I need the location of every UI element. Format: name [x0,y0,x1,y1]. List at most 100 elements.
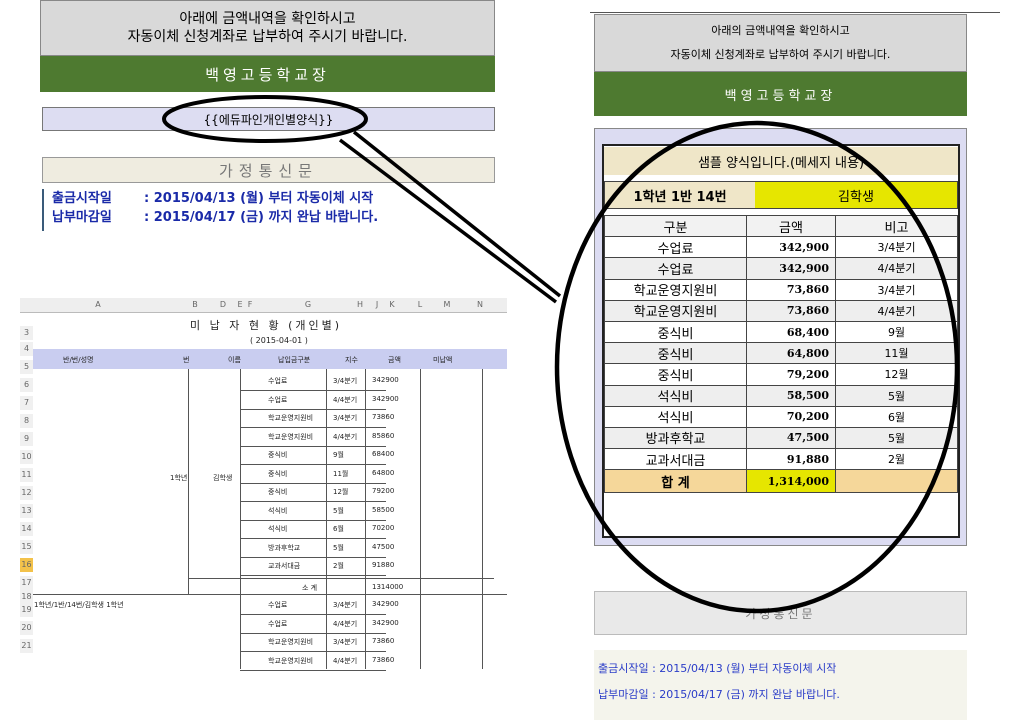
sheet-amount-cell[interactable]: 64800 [372,468,395,477]
form-tag-cell[interactable]: {{에듀파인개인별양식}} [42,107,495,131]
row-number[interactable]: 15 [20,540,33,554]
sample-title: 샘플 양식입니다.(메세지 내용) [604,147,958,175]
column-letter[interactable]: F [247,300,253,309]
sheet-period-cell[interactable]: 2월 [333,562,344,570]
fee-amount: 91,880 [746,448,836,471]
row-number[interactable]: 17 [20,576,33,590]
column-letter[interactable]: D [219,300,227,309]
row-number[interactable]: 16 [20,558,33,572]
row-number[interactable]: 6 [20,378,33,392]
row-number[interactable]: 20 [20,621,33,635]
sheet-item-cell[interactable]: 방과후학교 [268,543,301,552]
row-number[interactable]: 7 [20,396,33,410]
sheet-period-cell[interactable]: 12월 [333,488,349,496]
sheet-item-cell[interactable]: 학교운영지원비 [268,432,314,441]
sheet-amount-cell[interactable]: 70200 [372,524,395,532]
sheet-item-cell[interactable]: 수업료 [268,377,288,385]
sheet-amount-cell[interactable]: 47500 [372,542,395,551]
row-number[interactable]: 8 [20,414,33,428]
sheet-item-cell[interactable]: 수업료 [268,395,288,404]
sheet-period-cell[interactable]: 3/4분기 [333,414,358,422]
sheet-item-cell[interactable]: 학교운영지원비 [268,656,314,665]
sheet-item-cell[interactable]: 중식비 [268,488,288,496]
end-label: 납부마감일 [52,210,112,225]
sheet-next-class-cell[interactable]: 1학년/1반/14번/김학생 1학년 [34,601,124,609]
sheet-item-cell[interactable]: 수업료 [268,601,288,609]
sheet-period-cell[interactable]: 9월 [333,451,344,459]
sheet-subtotal-label[interactable]: 소 계 [302,584,318,592]
sheet-amount-cell[interactable]: 342900 [372,394,399,403]
fee-amount: 70,200 [746,405,836,428]
column-letter[interactable]: N [477,300,483,309]
sheet-amount-cell[interactable]: 342900 [372,600,399,608]
column-letter[interactable]: H [356,300,363,309]
sheet-period-cell[interactable]: 6월 [333,525,344,533]
sheet-amount-cell[interactable]: 91880 [372,561,395,569]
sheet-period-cell[interactable]: 5월 [333,543,344,552]
grid-line [240,538,386,539]
column-letter[interactable]: L [417,300,423,309]
sheet-period-cell[interactable]: 4/4분기 [333,656,358,665]
column-letter[interactable]: E [237,300,243,309]
sheet-period-cell[interactable]: 4/4분기 [333,619,358,628]
row-number[interactable]: 19 [20,603,33,617]
row-number[interactable]: 10 [20,450,33,464]
grid-line [240,519,386,521]
row-number[interactable]: 3 [20,326,33,340]
row-number[interactable]: 4 [20,342,33,356]
sheet-item-cell[interactable]: 수업료 [268,619,288,628]
sheet-period-cell[interactable]: 3/4분기 [333,638,358,646]
sheet-amount-cell[interactable]: 85860 [372,431,395,440]
column-letter[interactable]: J [375,300,379,309]
divider [590,12,1000,13]
sheet-name-cell[interactable]: 김학생 [213,474,233,482]
sheet-amount-cell[interactable]: 58500 [372,505,395,514]
sheet-amount-cell[interactable]: 73860 [372,413,395,421]
row-number[interactable]: 9 [20,432,33,446]
sheet-amount-cell[interactable]: 73860 [372,655,395,664]
sheet-item-cell[interactable]: 교과서대금 [268,562,301,570]
column-letter[interactable]: A [95,300,101,309]
column-letter[interactable]: K [389,300,395,309]
sheet-item-cell[interactable]: 중식비 [268,451,288,459]
sheet-item-cell[interactable]: 학교운영지원비 [268,638,314,646]
connector-line-lower [338,138,558,304]
sheet-amount-cell[interactable]: 73860 [372,637,395,645]
sheet-subtotal-value[interactable]: 1314000 [372,583,404,591]
right-end-line: 납부마감일 : 2015/04/17 (금) 까지 완납 바랍니다. [598,688,840,701]
row-number[interactable]: 13 [20,504,33,518]
sheet-period-cell[interactable]: 11월 [333,469,349,478]
grid-line [240,632,386,634]
sheet-item-cell[interactable]: 중식비 [268,469,288,478]
sheet-period-cell[interactable]: 5월 [333,506,344,515]
sheet-amount-cell[interactable]: 342900 [372,618,399,627]
sheet-period-cell[interactable]: 3/4분기 [333,601,358,609]
sheet-period-cell[interactable]: 4/4분기 [333,432,358,441]
sheet-item-cell[interactable]: 학교운영지원비 [268,414,314,422]
sheet-amount-cell[interactable]: 79200 [372,487,395,495]
sheet-period-cell[interactable]: 4/4분기 [333,395,358,404]
column-letter[interactable]: G [304,300,312,309]
fee-row: 학교운영지원비 73,860 4/4분기 [604,299,958,322]
column-letter[interactable]: M [443,300,451,309]
row-number[interactable]: 5 [20,360,33,374]
sheet-amount-cell[interactable]: 342900 [372,376,399,384]
fee-row: 교과서대금 91,880 2월 [604,448,958,471]
grid-line [482,369,483,669]
fee-row: 석식비 58,500 5월 [604,384,958,407]
sheet-amount-cell[interactable]: 68400 [372,450,395,458]
row-number[interactable]: 14 [20,522,33,536]
sheet-class-cell[interactable]: 1학년 [170,474,188,482]
row-number[interactable]: 11 [20,468,33,482]
sheet-item-cell[interactable]: 석식비 [268,506,288,515]
grid-line [240,501,386,502]
sheet-period-cell[interactable]: 3/4분기 [333,377,358,385]
column-letter[interactable]: B [192,300,198,309]
fee-item: 학교운영지원비 [604,299,747,322]
row-number[interactable]: 12 [20,486,33,500]
sheet-item-cell[interactable]: 석식비 [268,525,288,533]
row-number[interactable]: 21 [20,639,33,653]
row-number[interactable]: 18 [20,590,33,604]
start-line: 출금시작일: 2015/04/13 (월) 부터 자동이체 시작 [52,189,495,208]
